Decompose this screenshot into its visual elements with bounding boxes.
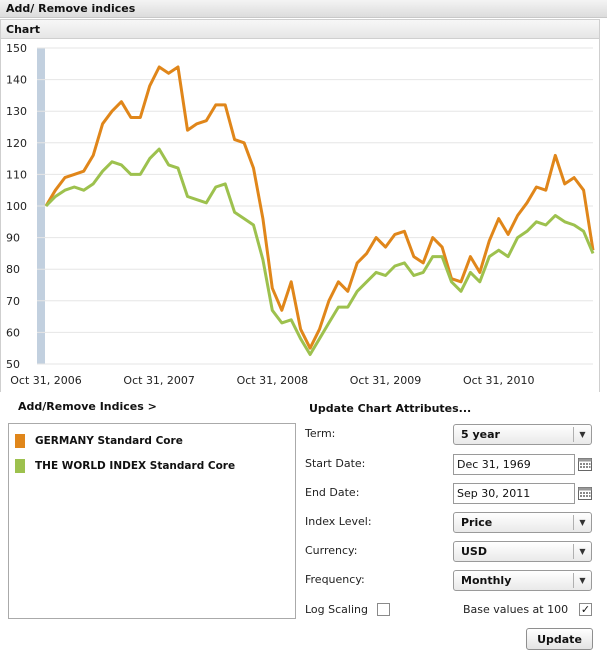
- legend-item-world: THE WORLD INDEX Standard Core: [15, 459, 235, 473]
- legend-label-world: THE WORLD INDEX Standard Core: [35, 460, 236, 472]
- base-values-checkbox[interactable]: ✓: [579, 603, 592, 616]
- chevron-down-icon: ▼: [573, 515, 591, 530]
- y-tick-label: 100: [6, 200, 27, 213]
- legend-label-germany: GERMANY Standard Core: [35, 435, 183, 447]
- update-chart-attributes-title: Update Chart Attributes...: [309, 402, 472, 415]
- line-chart: 50 60 70 80 90 100 110 120 130 140 150 Oct 31, 2006…: [6, 42, 595, 387]
- x-tick-label: Oct 31, 2008: [237, 374, 309, 387]
- y-tick-label: 70: [6, 295, 20, 308]
- window-title: Add/ Remove indices: [0, 0, 607, 18]
- y-tick-label: 110: [6, 168, 27, 181]
- calendar-icon[interactable]: [578, 486, 592, 500]
- y-tick-label: 150: [6, 42, 27, 55]
- x-tick-label: Oct 31, 2006: [10, 374, 82, 387]
- calendar-icon[interactable]: [578, 457, 592, 471]
- chevron-down-icon: ▼: [573, 573, 591, 588]
- update-button[interactable]: Update: [526, 628, 593, 650]
- log-scaling-checkbox[interactable]: [377, 603, 390, 616]
- frequency-value: Monthly: [461, 574, 512, 587]
- start-date-label: Start Date:: [305, 457, 366, 470]
- x-tick-label: Oct 31, 2007: [123, 374, 195, 387]
- index-level-select[interactable]: Price ▼: [453, 512, 592, 533]
- end-date-input[interactable]: [453, 483, 575, 504]
- currency-value: USD: [461, 545, 487, 558]
- index-level-label: Index Level:: [305, 515, 372, 528]
- x-tick-label: Oct 31, 2009: [350, 374, 422, 387]
- start-date-input[interactable]: [453, 454, 575, 475]
- chart-area: 50 60 70 80 90 100 110 120 130 140 150 Oct 31, 2006…: [0, 39, 600, 392]
- y-tick-label: 80: [6, 263, 20, 276]
- y-tick-label: 60: [6, 326, 20, 339]
- series-line-germany: [44, 65, 595, 350]
- legend-swatch-germany: [15, 434, 25, 448]
- term-select[interactable]: 5 year ▼: [453, 424, 592, 445]
- currency-label: Currency:: [305, 544, 358, 557]
- series-line-world: [44, 147, 595, 356]
- term-value: 5 year: [461, 428, 500, 441]
- legend-item-germany: GERMANY Standard Core: [15, 434, 183, 448]
- legend-swatch-world: [15, 459, 25, 473]
- y-tick-label: 130: [6, 105, 27, 118]
- chevron-down-icon: ▼: [573, 544, 591, 559]
- chevron-down-icon: ▼: [573, 427, 591, 442]
- frequency-select[interactable]: Monthly ▼: [453, 570, 592, 591]
- currency-select[interactable]: USD ▼: [453, 541, 592, 562]
- y-tick-label: 90: [6, 232, 20, 245]
- legend-box: GERMANY Standard Core THE WORLD INDEX St…: [8, 423, 296, 619]
- log-scaling-label: Log Scaling: [305, 603, 368, 616]
- y-tick-label: 50: [6, 358, 20, 371]
- y-tick-label: 140: [6, 74, 27, 87]
- x-tick-label: Oct 31, 2010: [463, 374, 535, 387]
- chart-section-title: Chart: [0, 19, 600, 39]
- y-tick-label: 120: [6, 137, 27, 150]
- end-date-label: End Date:: [305, 486, 360, 499]
- term-label: Term:: [305, 427, 336, 440]
- base-values-label: Base values at 100: [463, 603, 569, 616]
- frequency-label: Frequency:: [305, 573, 365, 586]
- index-level-value: Price: [461, 516, 493, 529]
- add-remove-indices-link[interactable]: Add/Remove Indices >: [18, 400, 157, 413]
